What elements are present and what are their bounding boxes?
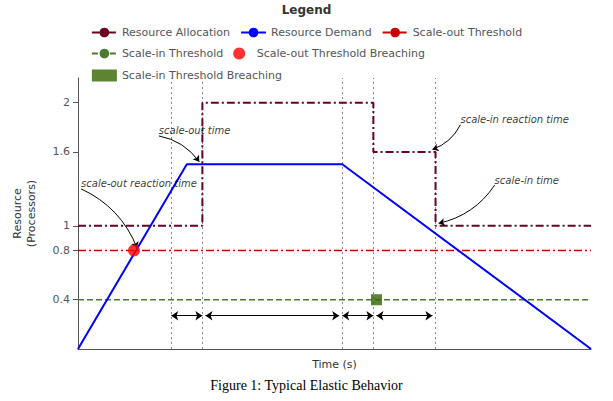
svg-text:0.4: 0.4 bbox=[53, 293, 71, 306]
svg-text:Time (s): Time (s) bbox=[311, 358, 357, 371]
svg-text:scale-out reaction time: scale-out reaction time bbox=[81, 178, 197, 189]
svg-text:Figure 1: Typical Elastic Beha: Figure 1: Typical Elastic Behavior bbox=[210, 378, 403, 393]
svg-text:Resource: Resource bbox=[11, 188, 24, 239]
svg-text:1.6: 1.6 bbox=[53, 145, 71, 158]
svg-text:Resource Allocation: Resource Allocation bbox=[122, 26, 230, 39]
svg-text:1: 1 bbox=[63, 219, 70, 232]
svg-text:Scale-out Threshold Breaching: Scale-out Threshold Breaching bbox=[257, 47, 425, 60]
svg-text:2: 2 bbox=[63, 96, 70, 109]
svg-text:Legend: Legend bbox=[282, 3, 332, 17]
svg-text:scale-in reaction time: scale-in reaction time bbox=[460, 114, 569, 125]
svg-text:Scale-in Threshold Breaching: Scale-in Threshold Breaching bbox=[122, 69, 282, 82]
svg-text:Scale-out Threshold: Scale-out Threshold bbox=[413, 26, 522, 39]
svg-text:scale-out time: scale-out time bbox=[159, 125, 231, 136]
svg-text:scale-in time: scale-in time bbox=[495, 175, 559, 186]
svg-text:Resource Demand: Resource Demand bbox=[271, 26, 372, 39]
svg-text:(Processors): (Processors) bbox=[25, 180, 38, 247]
svg-text:Scale-in Threshold: Scale-in Threshold bbox=[122, 47, 223, 60]
svg-text:0.8: 0.8 bbox=[53, 244, 71, 257]
